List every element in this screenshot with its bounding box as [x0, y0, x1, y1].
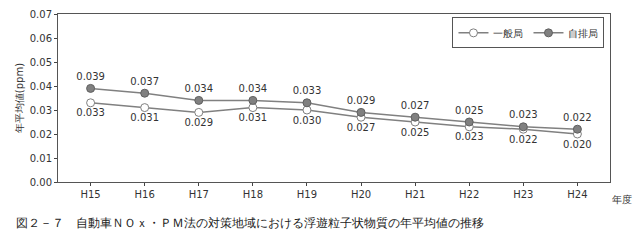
svg-text:0.039: 0.039: [76, 71, 105, 82]
svg-text:0.00: 0.00: [30, 177, 52, 188]
svg-text:H15: H15: [80, 189, 100, 200]
svg-text:0.027: 0.027: [347, 122, 376, 133]
svg-text:図２－７ 自動車ＮＯｘ・ＰＭ法の対策地域における浮遊粒子状物: 図２－７ 自動車ＮＯｘ・ＰＭ法の対策地域における浮遊粒子状物質の年平均値の推移: [16, 216, 484, 230]
svg-text:一般局: 一般局: [493, 28, 523, 39]
svg-text:0.033: 0.033: [293, 85, 322, 96]
svg-text:年度: 年度: [612, 194, 632, 205]
svg-text:H19: H19: [297, 189, 317, 200]
svg-text:0.030: 0.030: [293, 115, 322, 126]
svg-text:0.020: 0.020: [563, 139, 592, 150]
svg-text:H20: H20: [351, 189, 371, 200]
svg-text:0.025: 0.025: [455, 105, 484, 116]
svg-text:H23: H23: [513, 189, 533, 200]
svg-text:0.034: 0.034: [184, 83, 213, 94]
svg-text:0.037: 0.037: [130, 76, 159, 87]
svg-text:0.022: 0.022: [563, 112, 592, 123]
svg-text:H24: H24: [567, 189, 587, 200]
svg-text:0.06: 0.06: [30, 33, 52, 44]
svg-text:0.022: 0.022: [509, 134, 538, 145]
svg-text:0.034: 0.034: [239, 83, 268, 94]
svg-text:0.025: 0.025: [401, 127, 430, 138]
svg-text:H17: H17: [189, 189, 209, 200]
svg-text:年平均値(ppm): 年平均値(ppm): [14, 63, 25, 133]
svg-text:0.05: 0.05: [30, 57, 52, 68]
svg-text:0.01: 0.01: [30, 153, 52, 164]
svg-text:H22: H22: [459, 189, 479, 200]
svg-text:0.033: 0.033: [76, 107, 105, 118]
svg-text:0.029: 0.029: [347, 95, 376, 106]
svg-text:0.031: 0.031: [239, 112, 268, 123]
svg-text:0.03: 0.03: [30, 105, 52, 116]
svg-text:0.029: 0.029: [184, 117, 213, 128]
svg-text:0.031: 0.031: [130, 112, 159, 123]
svg-text:0.023: 0.023: [509, 109, 538, 120]
svg-text:0.027: 0.027: [401, 100, 430, 111]
svg-text:H18: H18: [243, 189, 263, 200]
svg-text:H16: H16: [135, 189, 155, 200]
svg-text:0.07: 0.07: [30, 9, 52, 20]
svg-text:0.02: 0.02: [30, 129, 52, 140]
svg-text:H21: H21: [405, 189, 425, 200]
svg-text:自排局: 自排局: [568, 28, 598, 39]
svg-text:0.04: 0.04: [30, 81, 52, 92]
svg-text:0.023: 0.023: [455, 131, 484, 142]
